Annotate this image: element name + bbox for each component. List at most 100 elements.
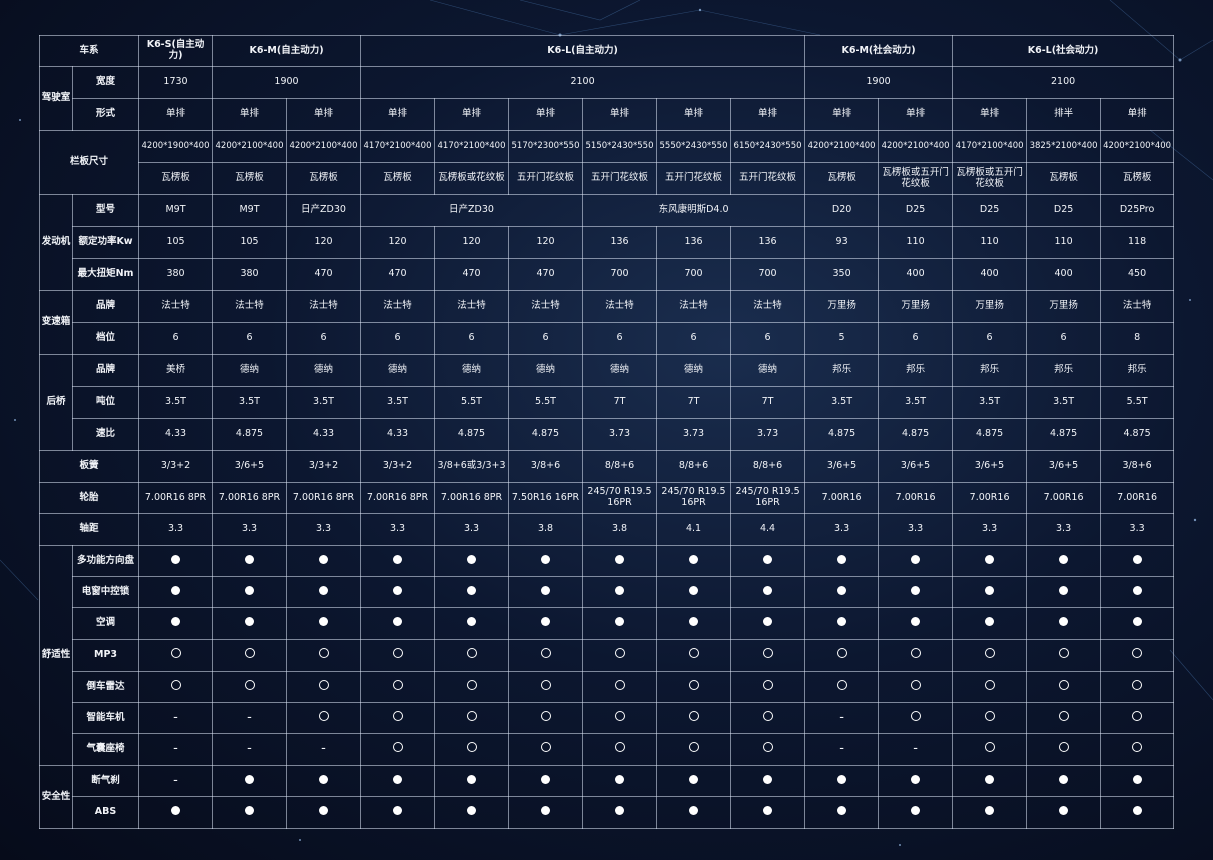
feature-mark: [1100, 545, 1175, 577]
standard-dot-icon: [393, 554, 403, 564]
feature-mark: [582, 796, 658, 829]
standard-dot-icon: [689, 585, 699, 595]
cell: 德纳: [582, 354, 658, 387]
cell: 法士特: [582, 290, 658, 323]
feature-mark: [656, 796, 732, 829]
optional-ring-icon: [614, 742, 625, 753]
optional-ring-icon: [984, 679, 995, 690]
feature-mark: [360, 607, 436, 640]
wheelbase-row: 轴距 3.3 3.3 3.3 3.3 3.3 3.8 3.8 4.1 4.4 3…: [38, 513, 1175, 546]
cell: D25: [952, 194, 1028, 227]
cell: 4170*2100*400: [360, 130, 436, 163]
feature-mark: [434, 671, 510, 703]
cell: 120: [508, 226, 584, 259]
fence-size-row: 栏板尺寸 4200*1900*400 4200*2100*400 4200*21…: [38, 130, 1175, 195]
cell: 7T: [582, 386, 658, 419]
engine-group-label: 发动机: [39, 194, 73, 291]
feature-mark: [952, 545, 1028, 577]
cell: 93: [804, 226, 880, 259]
cell: 245/70 R19.5 16PR: [730, 482, 806, 514]
cell: 美桥: [138, 354, 214, 387]
cell: 德纳: [508, 354, 584, 387]
cell: 4.33: [138, 418, 214, 451]
standard-dot-icon: [467, 774, 477, 784]
cell: 3.5T: [878, 386, 954, 419]
cell: 120: [360, 226, 436, 259]
optional-ring-icon: [392, 679, 403, 690]
feature-mark: [212, 796, 288, 829]
cell: 德纳: [212, 354, 288, 387]
optional-ring-icon: [836, 679, 847, 690]
cell: 4200*2100*400: [1100, 130, 1175, 163]
optional-ring-icon: [244, 648, 255, 659]
cell: 3.5T: [286, 386, 362, 419]
cell: 4200*2100*400: [212, 130, 288, 163]
feature-mark: [952, 702, 1028, 734]
cell: 日产ZD30: [360, 194, 584, 227]
feature-mark: [508, 765, 584, 797]
standard-dot-icon: [245, 806, 255, 816]
cell: 3/6+5: [952, 450, 1028, 483]
cell: 4.875: [952, 418, 1028, 451]
feature-mark: [1100, 702, 1175, 734]
cell: 万里扬: [804, 290, 880, 323]
cell: 德纳: [656, 354, 732, 387]
cell: 7.00R16 8PR: [286, 482, 362, 514]
optional-ring-icon: [984, 648, 995, 659]
feature-mark: [286, 607, 362, 640]
cell: 3/8+6或3/3+3: [434, 450, 510, 483]
cell: 3/3+2: [360, 450, 436, 483]
feature-mark: [434, 576, 510, 608]
cell: 3825*2100*400: [1026, 130, 1102, 163]
cell: 5.5T: [434, 386, 510, 419]
feature-mark: [952, 733, 1028, 766]
cell: 4.33: [286, 418, 362, 451]
optional-ring-icon: [466, 742, 477, 753]
cell: 6: [212, 322, 288, 355]
standard-dot-icon: [467, 585, 477, 595]
feature-mark: [582, 576, 658, 608]
standard-dot-icon: [615, 554, 625, 564]
optional-ring-icon: [984, 742, 995, 753]
cell: 瓦楞板: [1100, 162, 1175, 195]
cell: M9T: [138, 194, 214, 227]
cell: 110: [952, 226, 1028, 259]
feature-mark: [878, 796, 954, 829]
feature-mark: [434, 607, 510, 640]
feature-mark: [582, 545, 658, 577]
optional-ring-icon: [392, 710, 403, 721]
feature-mark: [138, 545, 214, 577]
cell: 单排: [434, 98, 510, 131]
standard-dot-icon: [911, 774, 921, 784]
feature-mark: [582, 702, 658, 734]
cell: 5150*2430*550: [582, 130, 658, 163]
standard-dot-icon: [1132, 617, 1142, 627]
feature-mark: [582, 607, 658, 640]
feature-mark: [212, 607, 288, 640]
feature-mark: [286, 576, 362, 608]
feature-mark: [952, 576, 1028, 608]
standard-dot-icon: [985, 806, 995, 816]
cell: 五开门花纹板: [582, 162, 658, 195]
standard-dot-icon: [171, 617, 181, 627]
cell: 3.3: [804, 513, 880, 546]
feature-mark: [286, 796, 362, 829]
optional-ring-icon: [1132, 648, 1143, 659]
cell: 4170*2100*400: [952, 130, 1028, 163]
standard-dot-icon: [1132, 585, 1142, 595]
feature-mark: [582, 765, 658, 797]
optional-ring-icon: [1132, 710, 1143, 721]
cell: 邦乐: [804, 354, 880, 387]
feature-mark: [434, 702, 510, 734]
standard-dot-icon: [615, 617, 625, 627]
cell: D20: [804, 194, 880, 227]
feature-mark: [730, 765, 806, 797]
spec-table: 车系 K6-S(自主动力) K6-M(自主动力) K6-L(自主动力) K6-M…: [38, 35, 1175, 829]
cell: 瓦楞板: [804, 162, 880, 195]
standard-dot-icon: [319, 585, 329, 595]
feature-mark: [508, 702, 584, 734]
cell: 700: [730, 258, 806, 291]
optional-ring-icon: [1132, 679, 1143, 690]
standard-dot-icon: [837, 585, 847, 595]
cell: 法士特: [212, 290, 288, 323]
